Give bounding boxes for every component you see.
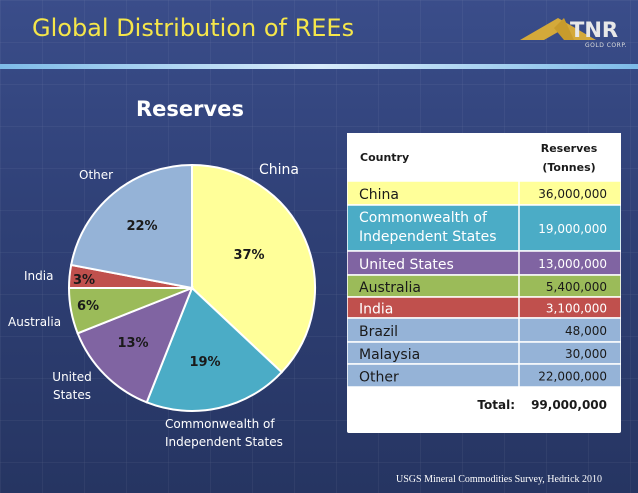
table-cell-reserves-0: 36,000,000 xyxy=(538,187,607,201)
table-header-reserves-unit: (Tonnes) xyxy=(542,161,595,174)
table-cell-reserves-6: 30,000 xyxy=(565,347,607,361)
pie-category-label-1: Commonwealth of Independent States xyxy=(165,417,283,449)
slide-title: Global Distribution of REEs xyxy=(32,14,355,42)
pie-category-label-3: Australia xyxy=(8,315,61,329)
table-cell-country-5: Brazil xyxy=(359,324,398,340)
pie-pct-label-0: 37% xyxy=(233,248,264,263)
table-cell-country-4: India xyxy=(359,302,393,318)
pie-category-label-2: United States xyxy=(52,370,91,402)
pie-slice-0 xyxy=(191,163,316,374)
pie-category-label-0: China xyxy=(259,162,299,178)
table-row-2 xyxy=(346,250,622,276)
logo-subtitle: GOLD CORP. xyxy=(585,42,627,49)
table-cell-reserves-7: 22,000,000 xyxy=(538,370,607,384)
table-total-row xyxy=(347,387,621,429)
pie-slice-2 xyxy=(76,286,194,404)
pie-pct-label-4: 3% xyxy=(73,273,95,288)
table-total-label: Total: xyxy=(477,398,515,412)
table-row-1 xyxy=(346,204,622,252)
logo-wordmark: TNR xyxy=(570,18,619,42)
pie-pct-label-1: 19% xyxy=(189,355,220,370)
table-cell-country-1-0: Commonwealth of xyxy=(359,210,488,226)
table-cell-reserves-5: 48,000 xyxy=(565,324,607,338)
chart-title: Reserves xyxy=(136,97,244,121)
table-cell-reserves-4: 3,100,000 xyxy=(546,302,607,316)
table-cell-country-7: Other xyxy=(359,370,399,386)
pie-category-label-4: India xyxy=(24,269,53,283)
pie-pct-label-2: 13% xyxy=(117,336,148,351)
pie-slice-5 xyxy=(70,163,193,290)
title-divider xyxy=(0,64,638,69)
table-header-country: Country xyxy=(360,151,409,164)
source-citation: USGS Mineral Commodities Survey, Hedrick… xyxy=(396,474,603,485)
table-cell-country-1-1: Independent States xyxy=(359,229,497,245)
table-total-value: 99,000,000 xyxy=(531,398,607,412)
pie-pct-label-5: 22% xyxy=(126,219,157,234)
table-cell-country-6: Malaysia xyxy=(359,347,420,363)
table-cell-reserves-2: 13,000,000 xyxy=(538,257,607,271)
pie-pct-label-3: 6% xyxy=(77,299,99,314)
reserves-table-grid: Country Reserves (Tonnes) China 36,000,000 Co… xyxy=(346,133,622,429)
table-cell-reserves-1: 19,000,000 xyxy=(538,222,607,236)
pie-category-label-5: Other xyxy=(79,168,113,182)
tnr-logo xyxy=(520,18,596,40)
table-cell-country-0: China xyxy=(359,187,399,203)
table-cell-reserves-3: 5,400,000 xyxy=(546,280,607,294)
table-cell-country-2: United States xyxy=(359,257,454,273)
table-header-reserves: Reserves xyxy=(541,142,598,155)
table-header-bg xyxy=(347,133,621,181)
reserves-table: Country Reserves (Tonnes) China 36,000,000 Co… xyxy=(346,133,622,433)
table-cell-country-3: Australia xyxy=(359,280,421,296)
